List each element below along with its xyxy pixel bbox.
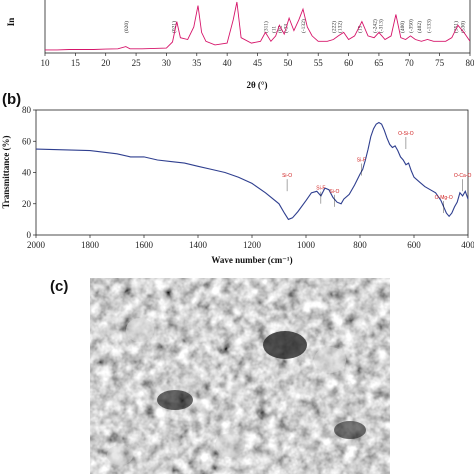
panel-a-peak-label: (020) <box>123 21 130 33</box>
panel-b-ytick-label: 20 <box>22 199 32 209</box>
panel-a-peak-labels: (020) (021) (311) (11 (02 (-33 (-132) (222) (132… <box>123 19 467 33</box>
panel-b-xlabel: Wave number (cm⁻¹) <box>211 255 292 265</box>
sem-micrograph <box>90 278 390 474</box>
panel-a-tick-label: 15 <box>71 58 81 68</box>
panel-b-ytick-label: 0 <box>27 230 32 240</box>
panel-a-tick-label: 60 <box>344 58 354 68</box>
panel-b-annotation-label: Si-O <box>329 189 339 195</box>
panel-b-xtick-label: 2000 <box>27 240 46 250</box>
panel-a-peak-label: (021) <box>171 21 178 33</box>
panel-b-ytick-label: 80 <box>22 105 32 115</box>
panel-a-tick-label: 25 <box>132 58 142 68</box>
panel-b-annotation-label: Si-F <box>357 158 366 164</box>
panel-a-x-ticks: 10 15 20 25 30 35 40 45 50 55 60 65 70 75 80 <box>41 53 474 68</box>
panel-a-peak-label: (311) <box>262 21 269 33</box>
panel-c-label: (c) <box>50 278 68 295</box>
panel-a-tick-label: 80 <box>466 58 474 68</box>
panel-a-peak-label: (132) <box>337 21 344 33</box>
panel-b-xtick-label: 1800 <box>81 240 100 250</box>
panel-a-peak-label: (-242) <box>372 19 379 33</box>
panel-a-xrd-chart: In 10 15 20 25 30 35 40 45 50 55 60 65 70 75 80 (020) (… <box>6 0 474 90</box>
panel-b-x-ticks: 2000 1800 1600 1400 1200 1000 800 600 400 <box>27 235 474 250</box>
panel-a-series-line <box>45 1 470 51</box>
panel-a-tick-label: 35 <box>192 58 202 68</box>
panel-a-peak-label: (-350) <box>408 19 415 33</box>
panel-a-xlabel: 2θ (°) <box>246 80 267 90</box>
panel-b-annotation-label: Si-F <box>316 186 325 192</box>
panel-b-ylabel: Transmittance (%) <box>1 135 11 208</box>
panel-a-tick-label: 10 <box>41 58 51 68</box>
panel-b-annotations: Si-O Si-F Si-O Si-F O-Si-O O-Mg-O O-Ca-O <box>282 131 472 214</box>
panel-a-tick-label: 70 <box>405 58 415 68</box>
panel-b-xtick-label: 1200 <box>243 240 262 250</box>
panel-a-tick-label: 55 <box>314 58 324 68</box>
panel-b-frame <box>35 109 469 236</box>
panel-a-peak-label: (402) <box>416 21 423 33</box>
panel-a-tick-label: 75 <box>435 58 445 68</box>
panel-a-tick-label: 45 <box>253 58 263 68</box>
panel-b-label: (b) <box>2 91 21 108</box>
panel-a-peak-label: (15 <box>357 25 364 33</box>
panel-b-xtick-label: 1400 <box>189 240 208 250</box>
panel-b-y-ticks: 0 20 40 60 80 <box>22 105 36 240</box>
panel-a-tick-label: 40 <box>223 58 233 68</box>
panel-a-ylabel: In <box>6 18 16 27</box>
panel-b-ytick-label: 60 <box>22 136 32 146</box>
panel-b-xtick-label: 800 <box>353 240 367 250</box>
panel-b-annotation-label: O-Mg-O <box>435 195 453 201</box>
panel-b-annotation-label: O-Ca-O <box>454 173 472 179</box>
panel-b-ytick-label: 40 <box>22 168 32 178</box>
panel-a-peak-label: (-132) <box>300 19 307 33</box>
panel-b-ftir-chart: (b) 0 20 40 60 80 2000 1800 1600 1400 1200 1000 80… <box>1 91 474 265</box>
panel-b-xtick-label: 400 <box>461 240 474 250</box>
panel-a-peak-label: (02 <box>276 25 283 33</box>
panel-b-xtick-label: 1600 <box>135 240 154 250</box>
panel-a-peak-label: (530) <box>460 21 467 33</box>
panel-a-peak-label: (351) <box>452 21 459 33</box>
panel-a-peak-label: (-133) <box>426 19 433 33</box>
panel-a-tick-label: 65 <box>374 58 384 68</box>
panel-a-peak-label: (-313) <box>378 19 385 33</box>
panel-a-tick-label: 50 <box>283 58 293 68</box>
panel-a-peak-label: (222) <box>330 21 337 33</box>
panel-b-annotation-label: Si-O <box>282 173 292 179</box>
panel-b-series-line <box>35 121 469 221</box>
panel-a-tick-label: 20 <box>101 58 111 68</box>
panel-c-sem: (c) <box>50 278 390 474</box>
panel-b-annotation-label: O-Si-O <box>398 131 414 137</box>
panel-a-peak-label: (11 <box>270 26 277 33</box>
panel-a-peak-label: (400) <box>399 21 406 33</box>
panel-b-xtick-label: 600 <box>407 240 421 250</box>
panel-a-frame <box>44 0 471 54</box>
panel-a-tick-label: 30 <box>162 58 172 68</box>
panel-b-xtick-label: 1000 <box>297 240 316 250</box>
